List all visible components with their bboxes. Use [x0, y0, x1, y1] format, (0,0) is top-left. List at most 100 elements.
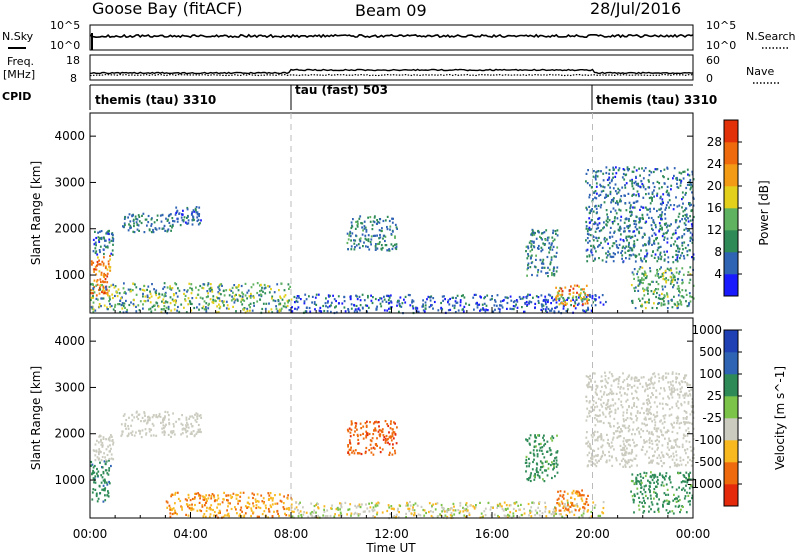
power-cell: [107, 230, 109, 233]
power-cell: [209, 298, 212, 301]
power-cell: [171, 226, 173, 229]
power-cell: [660, 203, 663, 206]
velocity-cell: [112, 458, 115, 461]
velocity-cell: [347, 445, 349, 448]
velocity-cell: [600, 403, 603, 406]
velocity-cell: [347, 430, 350, 433]
power-cell: [503, 299, 505, 302]
velocity-cell: [453, 513, 456, 516]
velocity-cell: [536, 453, 539, 456]
power-cell: [551, 236, 554, 239]
velocity-cell: [663, 420, 666, 424]
velocity-cell: [664, 414, 667, 417]
power-cell: [572, 298, 574, 302]
velocity-cell: [376, 444, 378, 447]
power-cell: [653, 242, 656, 245]
x-tick-label: 08:00: [274, 527, 309, 541]
velocity-cell: [166, 411, 169, 414]
power-cell: [585, 172, 588, 175]
power-cell: [102, 292, 105, 295]
power-cell: [559, 293, 562, 297]
power-cell: [480, 296, 482, 299]
velocity-cell: [676, 415, 679, 418]
velocity-cell: [630, 413, 633, 416]
velocity-cell: [295, 501, 297, 504]
power-cell: [551, 296, 553, 300]
velocity-cell: [163, 416, 166, 419]
velocity-cell: [171, 432, 174, 435]
velocity-cell: [348, 439, 351, 442]
power-cell: [247, 289, 250, 292]
power-cell: [314, 308, 316, 311]
power-cell: [392, 245, 395, 248]
velocity-cell: [181, 506, 183, 509]
velocity-cell: [553, 514, 555, 517]
power-cell: [594, 304, 597, 307]
power-cell: [278, 308, 281, 311]
power-cell: [378, 242, 380, 245]
power-cell: [658, 182, 661, 185]
power-cell: [429, 299, 432, 302]
velocity-cell: [381, 428, 384, 431]
power-cell: [384, 235, 387, 238]
velocity-cell: [602, 452, 605, 455]
power-cell: [195, 211, 198, 214]
velocity-cell: [672, 512, 675, 515]
power-cell: [612, 260, 615, 263]
power-cell: [611, 178, 613, 181]
power-cell: [356, 310, 358, 313]
power-cell: [586, 308, 589, 312]
velocity-cell: [534, 473, 537, 476]
velocity-cell: [409, 504, 412, 507]
power-cell: [546, 255, 549, 259]
velocity-cell: [622, 387, 625, 390]
velocity-cell: [97, 470, 100, 473]
power-cell: [583, 298, 586, 301]
power-cell: [326, 301, 329, 304]
velocity-cell: [604, 415, 607, 418]
velocity-cell: [532, 460, 534, 464]
power-cell: [196, 216, 199, 219]
power-cell: [653, 195, 655, 198]
velocity-cell: [626, 462, 629, 465]
velocity-cell: [583, 502, 585, 505]
power-cell: [102, 288, 105, 291]
velocity-cell: [570, 501, 572, 504]
colorbar-tick-label: 12: [707, 223, 722, 237]
power-cell: [191, 211, 194, 214]
velocity-cell: [600, 375, 603, 378]
velocity-cell: [594, 439, 597, 442]
velocity-cell: [181, 428, 184, 431]
velocity-cell: [628, 465, 631, 469]
velocity-cell: [643, 510, 646, 513]
power-cell: [148, 229, 151, 232]
power-cell: [399, 296, 402, 299]
velocity-cell: [283, 495, 285, 498]
velocity-cell: [617, 379, 620, 382]
power-cell: [684, 223, 687, 226]
velocity-cell: [653, 488, 656, 491]
velocity-cell: [613, 448, 615, 451]
velocity-cell: [552, 508, 555, 511]
velocity-cell: [354, 430, 356, 433]
velocity-cell: [655, 480, 658, 483]
velocity-cell: [108, 450, 111, 453]
velocity-cell: [633, 457, 636, 460]
velocity-cell: [509, 511, 512, 514]
power-cell: [664, 278, 666, 281]
power-cell: [275, 305, 277, 308]
velocity-cell: [585, 395, 588, 398]
power-cell: [357, 307, 360, 310]
velocity-cell: [192, 430, 195, 433]
power-cell: [333, 298, 336, 301]
power-cell: [641, 277, 643, 280]
power-cell: [670, 298, 673, 301]
power-cell: [668, 268, 671, 271]
velocity-cell: [100, 443, 103, 446]
power-cell: [640, 179, 643, 183]
velocity-cell: [131, 419, 134, 422]
velocity-cell: [689, 484, 692, 487]
velocity-cell: [623, 443, 625, 446]
velocity-cell: [588, 381, 590, 384]
velocity-cell: [599, 514, 602, 517]
